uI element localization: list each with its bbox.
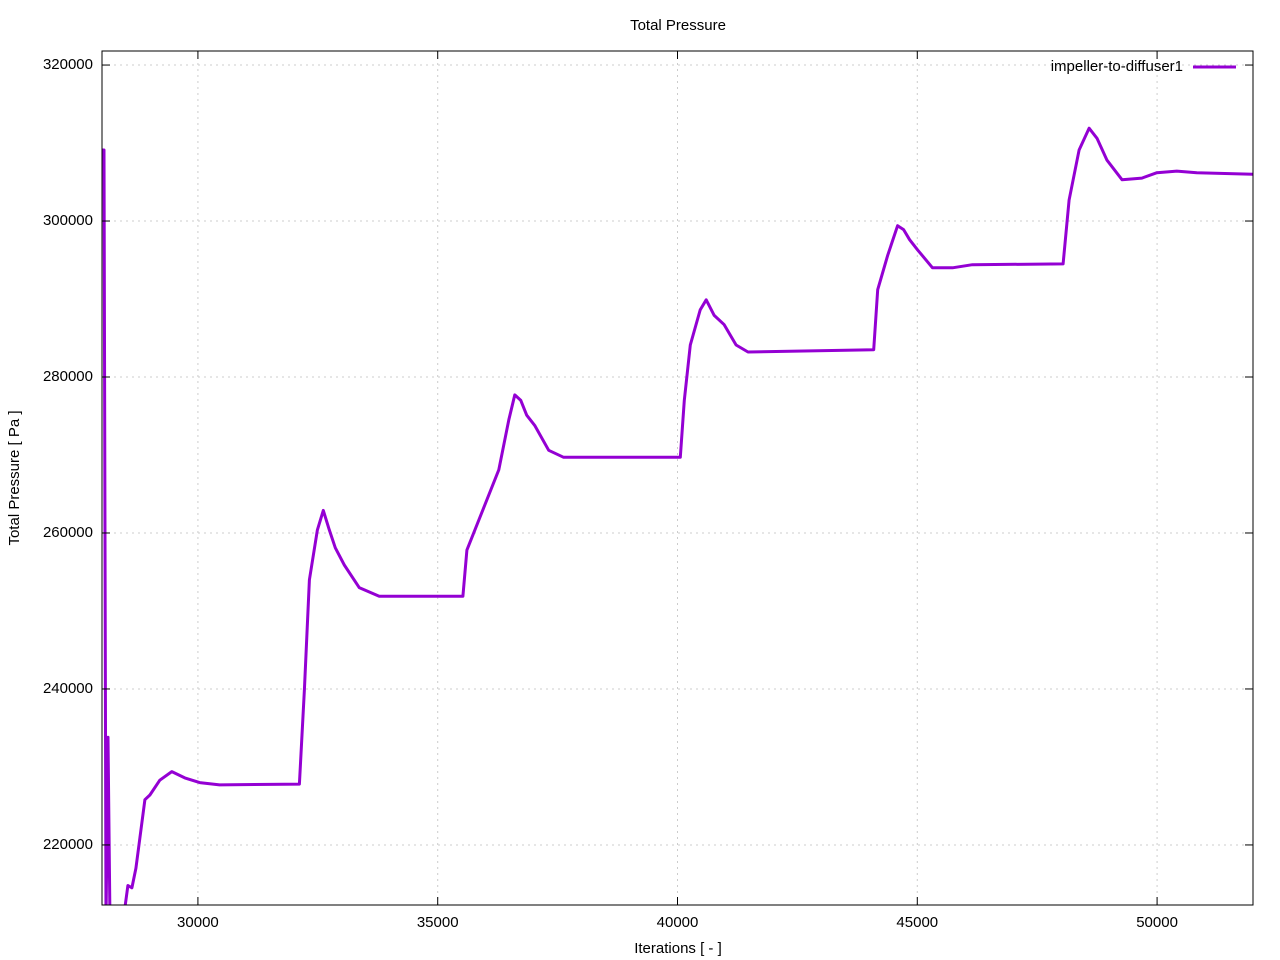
y-tick-label: 260000	[43, 524, 93, 541]
x-tick-label: 35000	[417, 914, 459, 931]
legend-label: impeller-to-diffuser1	[1051, 58, 1183, 75]
y-tick-label: 320000	[43, 56, 93, 73]
y-tick-label: 220000	[43, 836, 93, 853]
y-tick-label: 300000	[43, 212, 93, 229]
chart-title: Total Pressure	[630, 17, 726, 34]
x-tick-label: 30000	[177, 914, 219, 931]
x-tick-label: 50000	[1136, 914, 1178, 931]
plot-area	[102, 126, 1253, 905]
y-tick-label: 240000	[43, 680, 93, 697]
y-tick-label: 280000	[43, 368, 93, 385]
x-axis-label: Iterations [ - ]	[634, 940, 722, 957]
x-tick-label: 40000	[657, 914, 699, 931]
series-line	[102, 126, 1253, 905]
y-axis-label: Total Pressure [ Pa ]	[6, 410, 23, 545]
x-tick-label: 45000	[896, 914, 938, 931]
grid	[102, 51, 1253, 905]
legend: impeller-to-diffuser1	[1051, 58, 1236, 75]
